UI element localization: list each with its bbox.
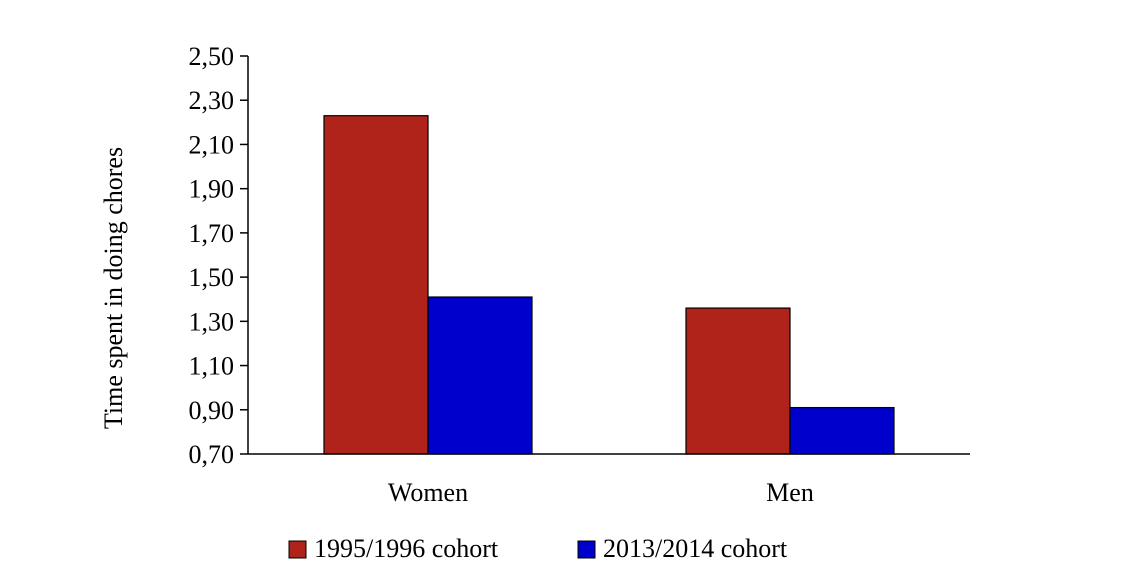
legend: 1995/1996 cohort 2013/2014 cohort — [288, 534, 788, 563]
plot-area: 0,70 0,90 1,10 1,30 1,50 1,70 1,90 2,10 2,30 2,50… — [189, 42, 970, 507]
legend-swatch — [577, 540, 596, 559]
bar — [685, 307, 791, 455]
y-tick-label: 1,30 — [189, 307, 235, 336]
bar — [427, 296, 533, 455]
legend-label: 1995/1996 cohort — [314, 534, 499, 563]
y-tick-label: 0,70 — [189, 440, 235, 469]
y-tick-label: 2,50 — [189, 42, 235, 71]
legend-swatch — [288, 540, 307, 559]
y-tick-label: 0,90 — [189, 396, 235, 425]
legend-label: 2013/2014 cohort — [603, 534, 788, 563]
x-tick-label: Men — [766, 478, 814, 507]
y-tick-label: 1,50 — [189, 263, 235, 292]
y-axis-title: Time spent in doing chores — [99, 147, 128, 429]
y-tick-label: 1,90 — [189, 175, 235, 204]
y-tick-label: 2,30 — [189, 86, 235, 115]
y-tick-label: 1,70 — [189, 219, 235, 248]
x-tick-label: Women — [388, 478, 468, 507]
bar — [789, 406, 895, 455]
y-tick-label: 1,10 — [189, 352, 235, 381]
y-tick-label: 2,10 — [189, 130, 235, 159]
bar — [323, 115, 429, 455]
